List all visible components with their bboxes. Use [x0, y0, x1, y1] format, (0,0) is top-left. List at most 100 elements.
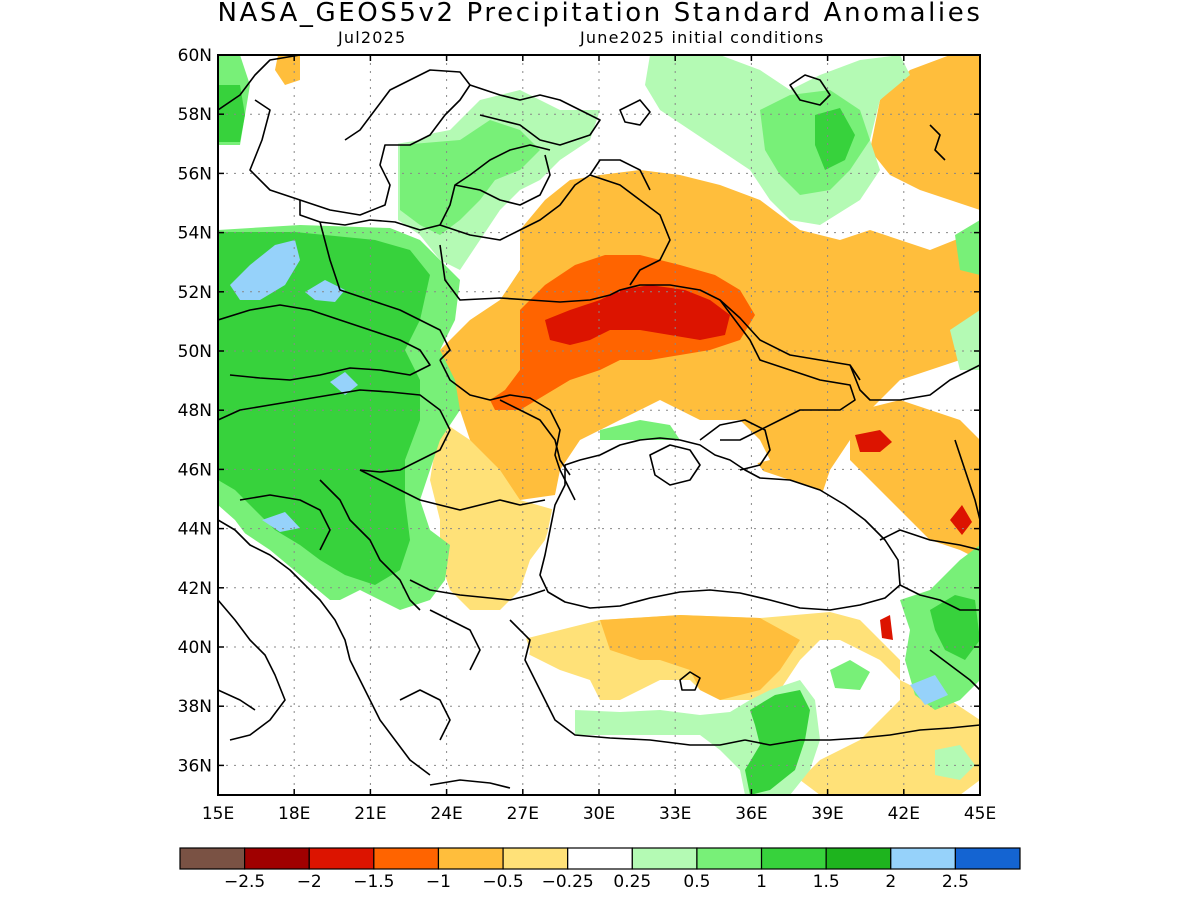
field-wet-east-edge-2 — [950, 310, 980, 370]
mask-ionian — [218, 600, 390, 795]
map-border — [217, 54, 981, 796]
lat-label-46N: 46N — [178, 460, 212, 480]
coast-scandinavia — [218, 55, 471, 216]
field-wet-northwest-core — [218, 85, 245, 142]
field-wet-small-1 — [830, 660, 870, 690]
field-wet-russia-north-core2 — [815, 108, 855, 170]
border-belarus — [439, 244, 861, 381]
border-romania — [359, 469, 546, 511]
map-frame — [217, 54, 981, 796]
colorbar-label-0: −2.5 — [224, 872, 265, 892]
colorbar-label-7: 0.5 — [683, 872, 710, 892]
lon-label-21E: 21E — [354, 804, 386, 824]
border-austria-hungary — [218, 389, 451, 473]
field-wet-central-europe-core — [218, 232, 430, 585]
lat-label-38N: 38N — [178, 697, 212, 717]
mask-aegean — [385, 610, 575, 795]
border-balkans-2 — [239, 494, 331, 551]
border-czech — [218, 304, 431, 381]
coast-black-sea — [539, 437, 901, 611]
colorbar-swatch-10 — [825, 847, 892, 870]
colorbar-swatch-4 — [437, 847, 504, 870]
border-belarus-north — [629, 199, 671, 286]
mask-adriatic — [218, 520, 345, 650]
lat-label-36N: 36N — [178, 756, 212, 776]
colorbar-swatch-12 — [954, 847, 1021, 870]
colorbar-label-9: 1.5 — [813, 872, 840, 892]
lat-label-40N: 40N — [178, 638, 212, 658]
coast-cyprus — [679, 671, 701, 691]
colorbar-label-5: −0.25 — [542, 872, 594, 892]
colorbar-label-2: −1.5 — [353, 872, 394, 892]
colorbar-label-6: 0.25 — [613, 872, 651, 892]
anomaly-fields — [218, 55, 980, 795]
field-dry-turkey-east — [600, 615, 800, 700]
lat-label-50N: 50N — [178, 342, 212, 362]
border-balkans-1 — [319, 479, 421, 611]
colorbar-swatch-2 — [308, 847, 375, 870]
field-wet-baltic-core — [400, 120, 540, 235]
field-wet-small-3 — [935, 745, 975, 780]
field-dry-red-core — [545, 285, 730, 345]
lon-label-45E: 45E — [964, 804, 996, 824]
field-wet-blue-spot-1 — [230, 240, 300, 300]
colorbar-swatch-7 — [631, 847, 698, 870]
mask-azov — [700, 420, 770, 465]
lon-label-18E: 18E — [278, 804, 310, 824]
coast-italy — [218, 599, 286, 741]
border-caucasus — [879, 529, 980, 691]
coast-adriatic — [218, 519, 351, 661]
colorbar-label-11: 2.5 — [942, 872, 969, 892]
colorbar-swatch-0 — [179, 847, 246, 870]
colorbar-label-8: 1 — [756, 872, 767, 892]
field-wet-caucasus-east-core — [930, 595, 980, 660]
field-wet-small-2 — [600, 420, 680, 440]
colorbar-swatch-3 — [373, 847, 440, 870]
field-dry-northwest-patch — [275, 55, 300, 85]
mask-baltic — [250, 70, 470, 215]
border-russia-west — [589, 159, 651, 191]
colorbar: −2.5 −2 −1.5 −1 −0.5 −0.25 0.25 0.5 1 1.5 2 2.5 — [179, 847, 1021, 892]
field-dry-south — [430, 420, 555, 610]
lat-label-44N: 44N — [178, 520, 212, 540]
lon-label-15E: 15E — [202, 804, 234, 824]
colorbar-label-4: −0.5 — [482, 872, 523, 892]
colorbar-label-1: −2 — [297, 872, 322, 892]
coast-greece — [349, 609, 481, 776]
field-dry-red-spot-1 — [855, 430, 892, 452]
field-dry-east-north — [870, 55, 980, 210]
lat-label-42N: 42N — [178, 579, 212, 599]
initial-conditions: June2025 initial conditions — [580, 28, 825, 47]
coast-turkey-west — [509, 619, 746, 746]
coast-azov — [699, 419, 771, 471]
colorbar-label-10: 2 — [885, 872, 896, 892]
colorbar-swatch-6 — [567, 847, 633, 870]
field-dry-red-spot-2 — [950, 505, 972, 535]
coastlines — [218, 55, 980, 789]
lon-label-36E: 36E — [735, 804, 767, 824]
lat-label-56N: 56N — [178, 164, 212, 184]
border-russia-south — [849, 364, 980, 401]
longitude-tick-labels: 15E 18E 21E 24E 27E 30E 33E 36E 39E 42E 45E — [202, 804, 996, 824]
lat-label-54N: 54N — [178, 224, 212, 244]
coast-crimea — [649, 444, 701, 486]
field-wet-blue-spot-3 — [330, 372, 358, 395]
forecast-month: Jul2025 — [338, 28, 407, 47]
graticule — [218, 55, 980, 795]
colorbar-swatch-11 — [890, 847, 956, 870]
colorbar-swatch-1 — [244, 847, 310, 870]
coast-northeast — [929, 124, 946, 161]
lon-label-24E: 24E — [430, 804, 462, 824]
colorbar-label-3: −1 — [426, 872, 451, 892]
lon-label-42E: 42E — [888, 804, 920, 824]
border-bulgaria — [409, 579, 546, 601]
coast-caspian — [954, 439, 980, 521]
lat-label-60N: 60N — [178, 46, 212, 66]
border-poland — [319, 221, 451, 361]
lake-white-sea — [789, 74, 831, 106]
colorbar-swatch-9 — [760, 847, 827, 870]
colorbar-swatch-5 — [502, 847, 569, 870]
coast-finland — [469, 84, 601, 146]
field-wet-blue-spot-5 — [910, 675, 948, 705]
